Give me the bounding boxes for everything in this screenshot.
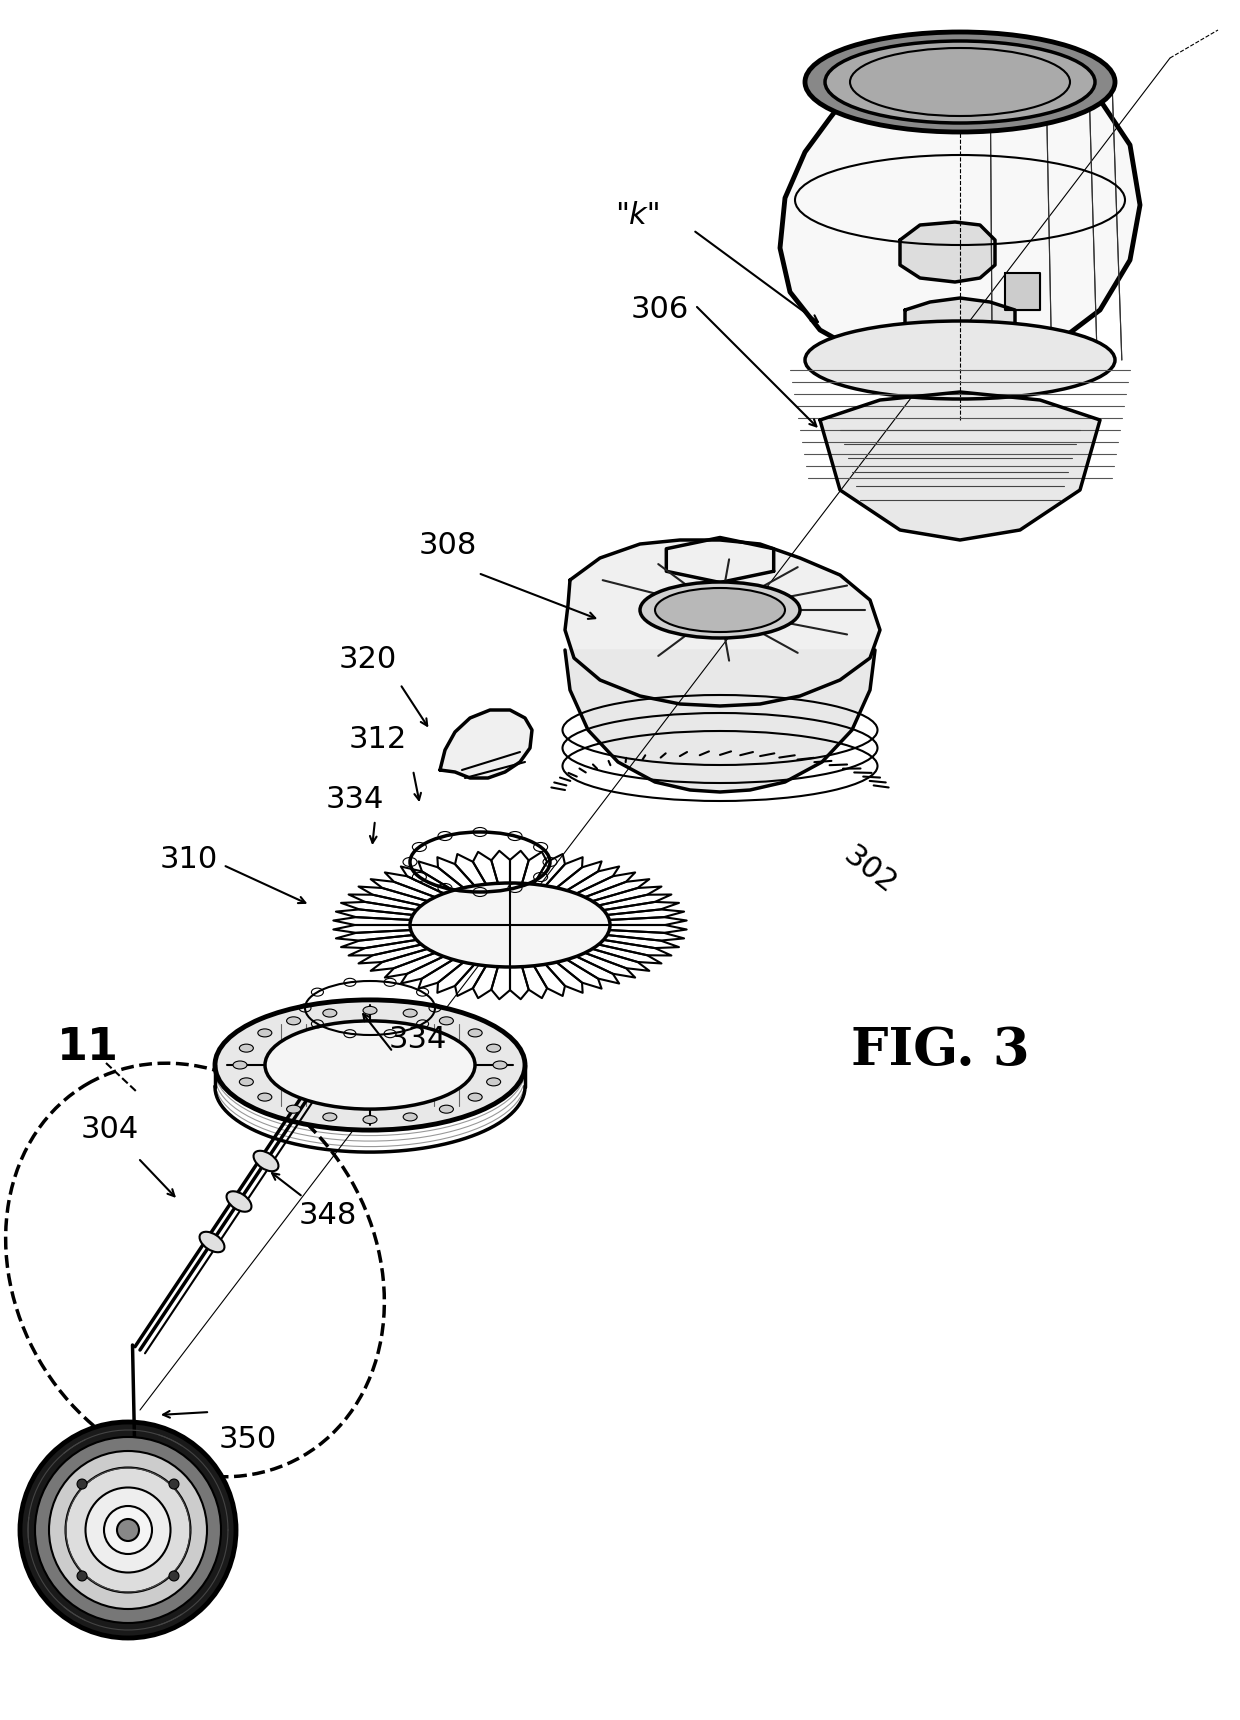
Polygon shape: [1004, 273, 1040, 310]
Ellipse shape: [50, 1452, 207, 1608]
Ellipse shape: [486, 1044, 501, 1053]
Ellipse shape: [469, 1094, 482, 1101]
Ellipse shape: [227, 1192, 252, 1211]
Text: 334: 334: [326, 786, 384, 815]
Ellipse shape: [253, 1151, 279, 1171]
Text: 312: 312: [348, 726, 407, 755]
Polygon shape: [565, 540, 880, 705]
Ellipse shape: [640, 581, 800, 638]
Ellipse shape: [322, 1010, 337, 1017]
Ellipse shape: [286, 1017, 300, 1025]
Ellipse shape: [363, 1006, 377, 1015]
Polygon shape: [565, 650, 875, 791]
Text: 11: 11: [57, 1027, 119, 1070]
Ellipse shape: [655, 588, 785, 631]
Polygon shape: [780, 50, 1140, 370]
Ellipse shape: [215, 999, 525, 1130]
Ellipse shape: [825, 41, 1095, 124]
Text: 348: 348: [299, 1201, 357, 1230]
Ellipse shape: [322, 1113, 337, 1121]
Polygon shape: [440, 710, 532, 777]
Ellipse shape: [86, 1488, 171, 1572]
Text: 334: 334: [389, 1025, 448, 1054]
Text: 302: 302: [838, 841, 901, 900]
Text: 310: 310: [160, 846, 218, 874]
Ellipse shape: [403, 1010, 417, 1017]
Ellipse shape: [239, 1078, 253, 1085]
Ellipse shape: [403, 1113, 417, 1121]
Ellipse shape: [104, 1507, 153, 1553]
Ellipse shape: [805, 322, 1115, 399]
Text: 306: 306: [631, 296, 689, 325]
Ellipse shape: [265, 1022, 475, 1109]
Text: "k": "k": [615, 201, 661, 229]
Ellipse shape: [200, 1232, 224, 1252]
Ellipse shape: [233, 1061, 247, 1070]
Ellipse shape: [239, 1044, 253, 1053]
Ellipse shape: [117, 1519, 139, 1541]
Text: 304: 304: [81, 1116, 139, 1144]
Polygon shape: [666, 537, 774, 583]
Ellipse shape: [169, 1479, 179, 1490]
Ellipse shape: [439, 1106, 454, 1113]
Ellipse shape: [35, 1436, 221, 1624]
Text: 350: 350: [219, 1426, 277, 1455]
Ellipse shape: [258, 1094, 272, 1101]
Text: 320: 320: [339, 645, 397, 674]
Ellipse shape: [77, 1479, 87, 1490]
Ellipse shape: [494, 1061, 507, 1070]
Ellipse shape: [805, 33, 1115, 132]
Polygon shape: [900, 222, 994, 282]
Ellipse shape: [486, 1078, 501, 1085]
Polygon shape: [905, 298, 1016, 353]
Ellipse shape: [363, 1116, 377, 1123]
Ellipse shape: [258, 1029, 272, 1037]
Ellipse shape: [77, 1570, 87, 1581]
Ellipse shape: [286, 1106, 300, 1113]
Ellipse shape: [410, 882, 610, 967]
Ellipse shape: [66, 1467, 191, 1593]
Ellipse shape: [439, 1017, 454, 1025]
Text: 308: 308: [419, 530, 477, 559]
Ellipse shape: [469, 1029, 482, 1037]
Ellipse shape: [169, 1570, 179, 1581]
Text: FIG. 3: FIG. 3: [851, 1025, 1029, 1075]
Polygon shape: [820, 392, 1100, 540]
Ellipse shape: [20, 1422, 236, 1637]
